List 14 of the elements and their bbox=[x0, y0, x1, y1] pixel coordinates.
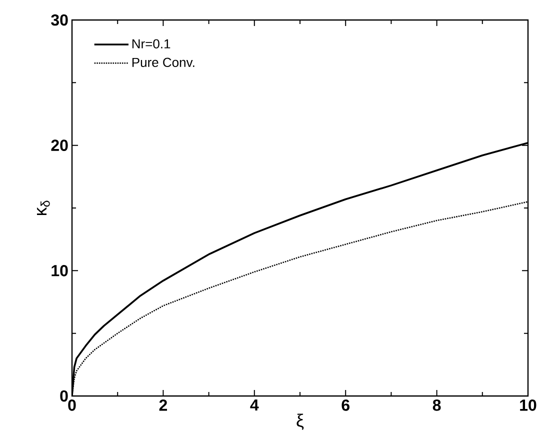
y-tick-label: 30 bbox=[51, 14, 68, 26]
x-tick-label: 4 bbox=[250, 400, 259, 411]
x-tick-label: 2 bbox=[159, 400, 168, 411]
x-tick-label: 0 bbox=[68, 400, 76, 411]
x-axis-title: ξ bbox=[296, 414, 304, 430]
legend-label: Pure Conv. bbox=[132, 58, 194, 68]
x-tick-label: 6 bbox=[342, 400, 350, 411]
y-tick-label: 0 bbox=[60, 390, 68, 402]
y-tick-label: 10 bbox=[52, 264, 68, 276]
y-tick-label: 20 bbox=[51, 140, 68, 151]
x-tick-label: 8 bbox=[432, 400, 441, 411]
x-tick-label: 10 bbox=[520, 400, 536, 411]
y-axis-title: κ$_{δ}$ bbox=[36, 200, 50, 216]
legend-label: Nr=0.1 bbox=[132, 39, 170, 48]
